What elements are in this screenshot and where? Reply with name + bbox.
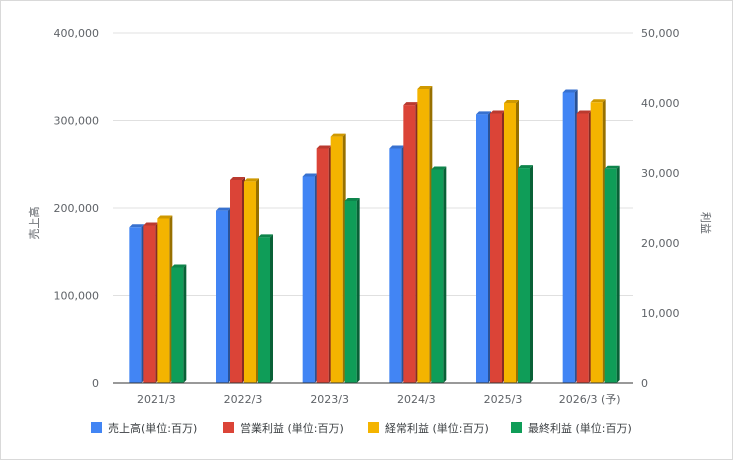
bar	[403, 105, 416, 383]
bar-top	[258, 234, 273, 238]
bar-top	[171, 264, 187, 268]
legend-swatch	[223, 422, 234, 433]
bar	[490, 113, 502, 383]
y-axis-left-title: 売上高	[27, 207, 41, 240]
bar-side	[270, 234, 273, 383]
bar	[258, 237, 270, 383]
y-right-tick-label: 50,000	[641, 27, 680, 40]
grid-layer	[113, 32, 633, 296]
bar	[330, 136, 343, 383]
y-right-tick-label: 30,000	[641, 167, 680, 180]
legend-swatch	[368, 422, 379, 433]
bar	[244, 181, 256, 383]
bar-top	[157, 215, 173, 219]
legend-label: 最終利益 (単位:百万)	[528, 421, 632, 435]
bar-top	[216, 207, 231, 211]
bar-top	[344, 198, 360, 201]
y-right-tick-label: 0	[641, 377, 648, 390]
bar-top	[576, 110, 592, 114]
bar-top	[129, 224, 145, 228]
bar-top	[330, 133, 346, 137]
legend-label: 経常利益 (単位:百万)	[385, 421, 489, 435]
bar-top	[417, 86, 433, 89]
bar	[302, 176, 315, 383]
bar-side	[616, 165, 620, 383]
legend-label: 売上高(単位:百万)	[108, 421, 197, 435]
bar-side	[530, 165, 533, 383]
bar	[576, 113, 589, 383]
bar	[417, 89, 430, 383]
bar	[590, 102, 603, 384]
bar-top	[403, 102, 419, 106]
bar	[344, 201, 357, 383]
bar-side	[443, 166, 447, 383]
legend-swatch	[511, 422, 522, 433]
bar	[604, 168, 617, 383]
bar-side	[183, 264, 187, 383]
bar	[562, 92, 575, 383]
y-axis-right-title: 利益	[699, 212, 713, 234]
y-left-tick-label: 300,000	[54, 115, 100, 128]
bar	[518, 168, 530, 383]
bar-top	[476, 111, 491, 115]
x-tick-label: 2021/3	[137, 393, 176, 406]
legend-swatch	[91, 422, 102, 433]
bar	[129, 227, 142, 383]
x-tick-label: 2025/3	[484, 393, 523, 406]
x-tick-label: 2022/3	[224, 393, 263, 406]
y-left-tick-label: 100,000	[54, 290, 100, 303]
bar	[230, 180, 242, 383]
y-left-tick-label: 200,000	[54, 202, 100, 215]
bar-top	[518, 165, 533, 169]
bar	[143, 225, 156, 383]
bar-top	[431, 166, 447, 170]
bar-top	[244, 178, 259, 182]
x-tick-label: 2024/3	[397, 393, 436, 406]
y-right-tick-label: 10,000	[641, 307, 680, 320]
bar-top	[504, 100, 519, 103]
y-right-tick-label: 40,000	[641, 97, 680, 110]
bar-top	[230, 177, 245, 180]
y-left-tick-label: 0	[92, 377, 99, 390]
bar	[476, 114, 488, 383]
legend-label: 営業利益 (単位:百万)	[240, 421, 344, 435]
bar	[316, 148, 329, 383]
axis-layer: 0 100,000 200,000 300,000 400,000 0 10,000 20,0…	[54, 27, 680, 406]
bars-layer	[129, 86, 620, 384]
bar-top	[604, 165, 620, 169]
bar-top	[302, 173, 318, 177]
bar	[389, 148, 402, 383]
bar-top	[389, 145, 405, 149]
bar	[216, 210, 228, 383]
bar-top	[316, 145, 332, 149]
x-tick-label: 2026/3 (予)	[559, 393, 621, 406]
bar-top	[490, 110, 505, 114]
bar-side	[356, 198, 360, 383]
legend: 売上高(単位:百万) 営業利益 (単位:百万) 経常利益 (単位:百万) 最終利益 (…	[91, 421, 632, 435]
bar	[504, 103, 516, 383]
bar	[431, 169, 444, 383]
bar-top	[590, 99, 606, 103]
bar	[157, 218, 170, 383]
bar-top	[562, 89, 578, 93]
y-right-tick-label: 20,000	[641, 237, 680, 250]
bar	[171, 267, 184, 383]
bar-top	[143, 222, 159, 226]
y-left-tick-label: 400,000	[54, 27, 100, 40]
x-tick-label: 2023/3	[310, 393, 349, 406]
